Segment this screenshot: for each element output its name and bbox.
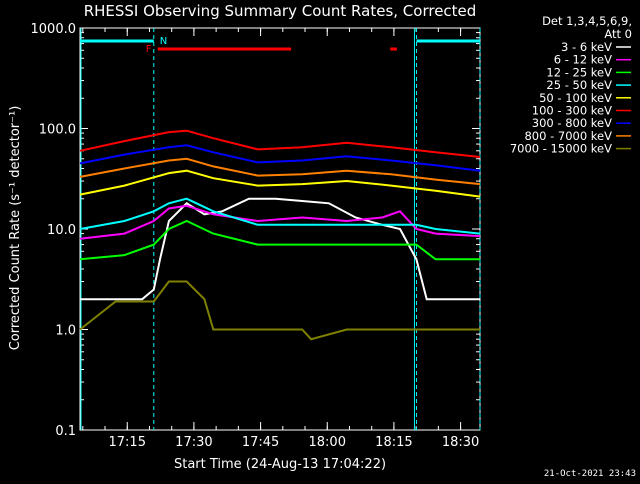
flare-flag-label: F xyxy=(146,44,152,55)
legend-header-line-2: Att 0 xyxy=(604,27,632,41)
y-tick-label: 1000.0 xyxy=(31,22,77,37)
series-line-7 xyxy=(79,144,481,172)
series-line-6 xyxy=(79,129,481,158)
legend-label: 12 - 25 keV xyxy=(546,65,612,79)
x-tick-label: 17:15 xyxy=(109,435,146,450)
y-tick-label: 100.0 xyxy=(39,123,76,138)
series-line-1 xyxy=(80,197,480,301)
y-tick-label: 1.0 xyxy=(55,324,76,339)
legend-label: 50 - 100 keV xyxy=(539,91,612,105)
x-tick-label: 17:45 xyxy=(242,435,279,450)
series-line-4 xyxy=(79,197,481,235)
x-tick-label: 18:30 xyxy=(442,435,479,450)
x-axis-label: Start Time (24-Aug-13 17:04:22) xyxy=(174,457,386,472)
legend-label: 7000 - 15000 keV xyxy=(510,142,612,156)
legend-label: 6 - 12 keV xyxy=(554,53,612,67)
footer-date: 21-Oct-2021 23:43 xyxy=(544,469,636,479)
x-tick-label: 17:30 xyxy=(175,435,212,450)
series-line-8 xyxy=(79,157,481,186)
series-line-2 xyxy=(79,204,481,240)
legend-label: 100 - 300 keV xyxy=(532,104,612,118)
legend-header: Det 1,3,4,5,6,9, Att 0 xyxy=(542,14,632,41)
y-tick-label: 0.1 xyxy=(55,424,76,439)
series-line-3 xyxy=(79,219,480,261)
legend-label: 300 - 800 keV xyxy=(532,116,612,130)
legend-label: 800 - 7000 keV xyxy=(524,129,612,143)
x-tick-label: 18:15 xyxy=(375,435,412,450)
y-tick-label: 10.0 xyxy=(47,223,76,238)
legend-header-line-1: Det 1,3,4,5,6,9, xyxy=(542,14,632,28)
legend-label: 25 - 50 keV xyxy=(546,78,612,92)
chart-title: RHESSI Observing Summary Count Rates, Co… xyxy=(84,2,477,20)
night-flag-label: N xyxy=(160,36,167,47)
series-line-9 xyxy=(79,280,480,341)
series-line-5 xyxy=(79,169,481,198)
legend-label: 3 - 6 keV xyxy=(561,40,612,54)
x-tick-label: 18:00 xyxy=(309,435,346,450)
y-axis-label: Corrected Count Rate (s⁻¹ detector⁻¹) xyxy=(8,106,23,351)
